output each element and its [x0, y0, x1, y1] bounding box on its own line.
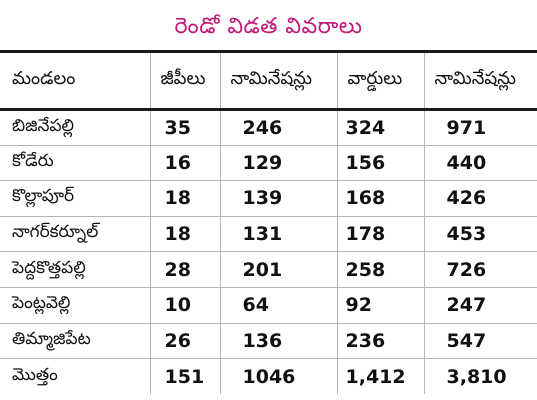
mandal-name: పెద్దకొత్తపల్లి — [0, 251, 150, 288]
col-header-gp-nominations: నామినేషన్లు — [219, 50, 337, 111]
gp-nominations: 131 — [219, 216, 337, 253]
mandal-name: కొల్లాపూర్ — [0, 180, 150, 217]
col-header-wards: వార్డులు — [336, 50, 424, 111]
mandal-name: కోడేరు — [0, 145, 150, 182]
total-gp-count: 151 — [149, 358, 220, 395]
gp-count: 18 — [149, 216, 220, 253]
ward-count: 258 — [336, 251, 424, 288]
gp-count: 18 — [149, 180, 220, 217]
col-header-gps: జీపీలు — [149, 50, 220, 111]
gp-count: 26 — [149, 323, 220, 360]
ward-nominations: 453 — [423, 216, 537, 253]
ward-nominations: 726 — [423, 251, 537, 288]
total-gp-nominations: 1046 — [219, 358, 337, 395]
col-header-mandal: మండలం — [0, 50, 150, 111]
gp-nominations: 139 — [219, 180, 337, 217]
ward-nominations: 247 — [423, 287, 537, 324]
mandal-name: తిమ్మాజిపేట — [0, 323, 150, 360]
ward-count: 178 — [336, 216, 424, 253]
table-row: తిమ్మాజిపేట 26 136 236 547 — [0, 323, 537, 360]
table-row: కోడేరు 16 129 156 440 — [0, 145, 537, 182]
ward-nominations: 547 — [423, 323, 537, 360]
gp-count: 28 — [149, 251, 220, 288]
total-row: మొత్తం 151 1046 1,412 3,810 — [0, 358, 537, 395]
table-row: నాగర్‌కర్నూల్ 18 131 178 453 — [0, 216, 537, 253]
table-title: రెండో విడత వివరాలు — [174, 14, 363, 39]
gp-nominations: 64 — [219, 287, 337, 324]
total-ward-nominations: 3,810 — [423, 358, 537, 395]
total-label: మొత్తం — [12, 364, 58, 385]
ward-count: 168 — [336, 180, 424, 217]
ward-count: 236 — [336, 323, 424, 360]
mandal-name: నాగర్‌కర్నూల్ — [0, 216, 150, 253]
gp-count: 10 — [149, 287, 220, 324]
gp-nominations: 246 — [219, 109, 337, 146]
gp-count: 35 — [149, 109, 220, 146]
ward-count: 92 — [336, 287, 424, 324]
ward-count: 156 — [336, 145, 424, 182]
table-row: పెంట్లవెల్లి 10 64 92 247 — [0, 287, 537, 324]
col-header-ward-nominations: నామినేషన్లు — [423, 50, 537, 111]
election-phase-table: మండలం జీపీలు నామినేషన్లు వార్డులు నామినే… — [0, 50, 537, 395]
total-ward-count: 1,412 — [336, 358, 424, 395]
table-row: కొల్లాపూర్ 18 139 168 426 — [0, 180, 537, 217]
header-row: మండలం జీపీలు నామినేషన్లు వార్డులు నామినే… — [0, 50, 537, 111]
gp-nominations: 129 — [219, 145, 337, 182]
mandal-name: పెంట్లవెల్లి — [0, 287, 150, 324]
gp-count: 16 — [149, 145, 220, 182]
gp-nominations: 201 — [219, 251, 337, 288]
table-row: బిజినేపల్లి 35 246 324 971 — [0, 109, 537, 146]
ward-count: 324 — [336, 109, 424, 146]
ward-nominations: 971 — [423, 109, 537, 146]
table-row: పెద్దకొత్తపల్లి 28 201 258 726 — [0, 251, 537, 288]
ward-nominations: 426 — [423, 180, 537, 217]
gp-nominations: 136 — [219, 323, 337, 360]
mandal-name: బిజినేపల్లి — [0, 109, 150, 146]
ward-nominations: 440 — [423, 145, 537, 182]
